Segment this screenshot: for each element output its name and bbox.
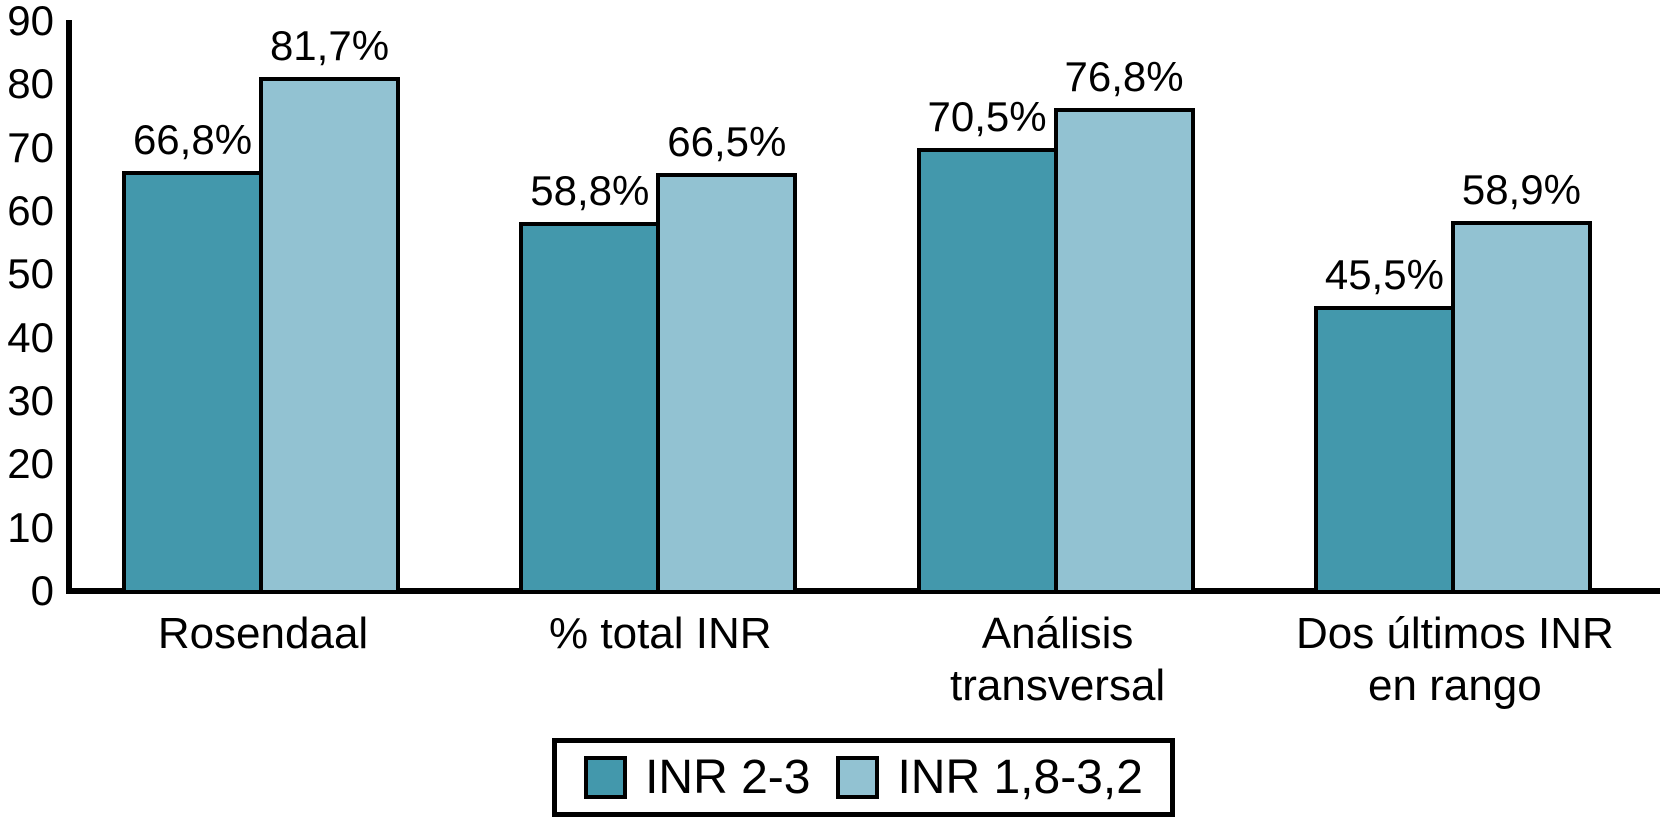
bar xyxy=(1053,107,1195,594)
y-tick-label: 50 xyxy=(7,250,54,298)
bar xyxy=(656,172,798,594)
legend-swatch xyxy=(836,756,880,799)
y-tick-label: 70 xyxy=(7,123,54,171)
legend-label: INR 1,8-3,2 xyxy=(897,750,1143,804)
x-category-label: Dos últimos INR en rango xyxy=(1295,609,1614,710)
y-tick-label: 20 xyxy=(7,440,54,488)
y-tick-label: 10 xyxy=(7,503,54,551)
x-category-label: Análisis transversal xyxy=(950,609,1166,710)
y-tick-label: 40 xyxy=(7,313,54,361)
y-tick-label: 60 xyxy=(7,187,54,234)
x-category-label: % total INR xyxy=(549,609,772,658)
bar-value-label: 81,7% xyxy=(269,21,390,69)
bar-value-label: 76,8% xyxy=(1064,52,1184,100)
y-tick-label: 90 xyxy=(7,0,54,44)
y-tick-label: 80 xyxy=(7,60,54,108)
bar-value-label: 45,5% xyxy=(1324,250,1444,298)
x-category-label: Rosendaal xyxy=(157,609,369,658)
bar-value-label: 58,9% xyxy=(1461,165,1581,213)
legend-label: INR 2-3 xyxy=(645,750,811,804)
y-tick-label: 30 xyxy=(7,377,54,424)
bar xyxy=(519,221,661,594)
bar-value-label: 70,5% xyxy=(927,92,1047,140)
bar xyxy=(916,147,1058,594)
y-axis-line xyxy=(66,20,72,594)
bar xyxy=(259,76,400,594)
bar-value-label: 58,8% xyxy=(530,166,650,214)
legend: INR 2-3 INR 1,8-3,2 xyxy=(552,738,1175,817)
bar xyxy=(1450,220,1592,594)
bar-value-label: 66,8% xyxy=(132,115,253,163)
bar xyxy=(122,170,263,594)
bar-value-label: 66,5% xyxy=(667,117,787,165)
legend-swatch xyxy=(584,756,628,799)
legend-entry: INR 1,8-3,2 xyxy=(836,750,1143,804)
bar xyxy=(1313,305,1455,594)
y-tick-label: 0 xyxy=(30,567,54,614)
x-axis-line xyxy=(66,588,1660,594)
legend-entry: INR 2-3 xyxy=(584,750,811,804)
